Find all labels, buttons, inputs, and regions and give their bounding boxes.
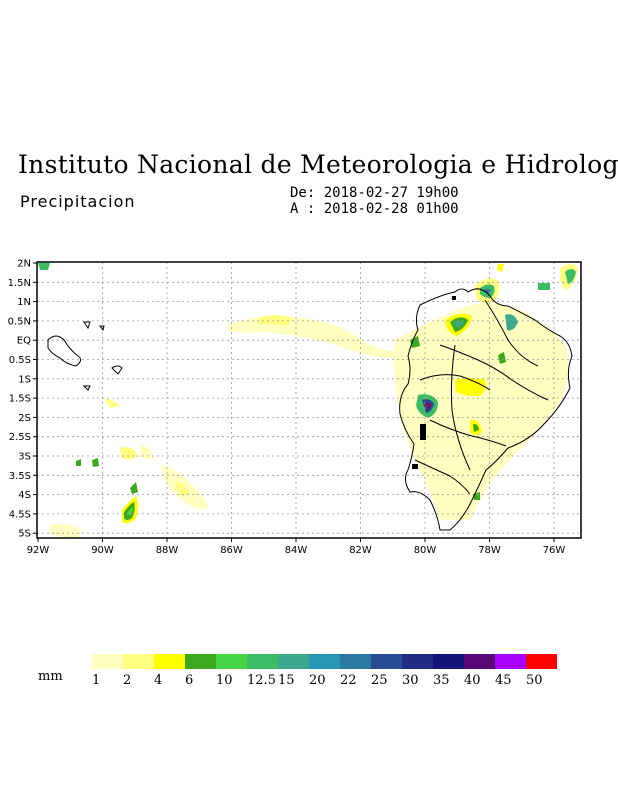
colorbar: 1 2 4 6 10 12.5 15 20 22 25 30 35 40 45 50 xyxy=(92,654,557,688)
colorbar-label: 15 xyxy=(278,673,295,688)
date-from: De: 2018-02-27 19h00 xyxy=(290,185,459,201)
lat-tick-label: 3S xyxy=(18,452,31,463)
colorbar-swatch xyxy=(309,654,340,669)
colorbar-label: 12.5 xyxy=(247,673,276,688)
colorbar-swatch xyxy=(495,654,526,669)
lat-tick-label: 1.5S xyxy=(9,394,31,405)
lat-tick-label: 4S xyxy=(18,490,31,501)
colorbar-swatch xyxy=(123,654,154,669)
colorbar-label: 20 xyxy=(309,673,326,688)
lon-tick-label: 82W xyxy=(349,545,372,556)
lat-tick-label: 5S xyxy=(18,529,31,540)
colorbar-label: 45 xyxy=(495,673,512,688)
lat-tick-label: 2S xyxy=(18,413,31,424)
lat-tick-label: 3.5S xyxy=(9,471,31,482)
colorbar-label: 2 xyxy=(123,673,131,688)
colorbar-unit: mm xyxy=(38,669,63,684)
latitude-axis: 2N 1.5N 1N 0.5N EQ 0.5S 1S 1.5S 2S 2.5S 3S 3.5S 4S 4.… xyxy=(8,259,37,540)
colorbar-label: 50 xyxy=(526,673,543,688)
date-to: A : 2018-02-28 01h00 xyxy=(290,201,459,217)
colorbar-label: 30 xyxy=(402,673,419,688)
lon-tick-label: 84W xyxy=(285,545,308,556)
colorbar-swatch xyxy=(154,654,185,669)
colorbar-swatch xyxy=(433,654,464,669)
lat-tick-label: 2N xyxy=(17,259,31,270)
lat-tick-label: EQ xyxy=(17,336,31,347)
colorbar-swatch xyxy=(185,654,216,669)
colorbar-swatch xyxy=(340,654,371,669)
precipitation-areas xyxy=(38,263,578,538)
colorbar-swatch xyxy=(402,654,433,669)
longitude-axis: 92W 90W 88W 86W 84W 82W 80W 78W 76W xyxy=(27,538,566,556)
colorbar-label: 25 xyxy=(371,673,388,688)
lon-tick-label: 76W xyxy=(543,545,566,556)
lat-tick-label: 0.5S xyxy=(9,355,31,366)
colorbar-swatch xyxy=(216,654,247,669)
page-title: Instituto Nacional de Meteorologia e Hid… xyxy=(18,150,618,179)
lat-tick-label: 0.5N xyxy=(8,316,31,327)
colorbar-label: 22 xyxy=(340,673,357,688)
colorbar-label: 6 xyxy=(185,673,193,688)
coastlines xyxy=(47,288,573,531)
colorbar-label: 35 xyxy=(433,673,450,688)
lat-tick-label: 1.5N xyxy=(8,278,31,289)
graticule xyxy=(37,262,581,538)
colorbar-swatch xyxy=(526,654,557,669)
colorbar-swatch xyxy=(464,654,495,669)
colorbar-label: 4 xyxy=(154,673,162,688)
land-masks xyxy=(412,296,456,469)
lat-tick-label: 1N xyxy=(17,297,31,308)
colorbar-label: 40 xyxy=(464,673,481,688)
colorbar-swatch xyxy=(247,654,278,669)
lon-tick-label: 86W xyxy=(220,545,243,556)
colorbar-label: 1 xyxy=(92,673,100,688)
lon-tick-label: 88W xyxy=(156,545,179,556)
lon-tick-label: 78W xyxy=(478,545,501,556)
lat-tick-label: 2.5S xyxy=(9,432,31,443)
product-subtitle: Precipitacion xyxy=(20,192,136,211)
lon-tick-label: 90W xyxy=(91,545,114,556)
lon-tick-label: 80W xyxy=(414,545,437,556)
map-frame xyxy=(36,261,582,539)
colorbar-label: 10 xyxy=(216,673,233,688)
lon-tick-label: 92W xyxy=(27,545,50,556)
colorbar-swatch xyxy=(92,654,123,669)
colorbar-swatch xyxy=(278,654,309,669)
lat-tick-label: 4.5S xyxy=(9,509,31,520)
lat-tick-label: 1S xyxy=(18,374,31,385)
colorbar-swatch xyxy=(371,654,402,669)
